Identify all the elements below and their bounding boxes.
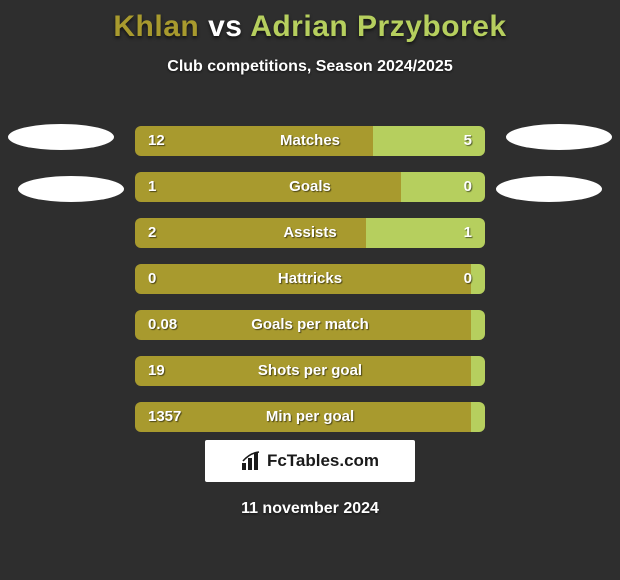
player1-avatar <box>8 124 114 150</box>
comparison-chart: 125Matches10Goals21Assists00Hattricks0.0… <box>0 118 620 440</box>
date-label: 11 november 2024 <box>0 500 620 518</box>
bar-right <box>401 172 485 202</box>
value-left: 19 <box>148 356 165 386</box>
bar-track <box>135 172 485 202</box>
bar-right <box>471 310 485 340</box>
value-right: 0 <box>464 264 472 294</box>
player2-name: Adrian Przyborek <box>250 10 506 43</box>
page-title: Khlan vs Adrian Przyborek <box>0 0 620 44</box>
vs-label: vs <box>208 10 242 43</box>
brand-badge: FcTables.com <box>205 440 415 482</box>
bar-track <box>135 126 485 156</box>
bar-left <box>135 402 471 432</box>
subtitle: Club competitions, Season 2024/2025 <box>0 58 620 76</box>
player2-avatar <box>496 176 602 202</box>
value-left: 2 <box>148 218 156 248</box>
comparison-row: 19Shots per goal <box>0 348 620 394</box>
value-left: 1 <box>148 172 156 202</box>
value-right: 0 <box>464 172 472 202</box>
bar-left <box>135 126 373 156</box>
value-right: 5 <box>464 126 472 156</box>
comparison-row: 0.08Goals per match <box>0 302 620 348</box>
bar-track <box>135 356 485 386</box>
brand-text: FcTables.com <box>267 451 379 471</box>
brand-chart-icon <box>241 451 263 471</box>
player2-avatar <box>506 124 612 150</box>
player1-avatar <box>18 176 124 202</box>
value-left: 12 <box>148 126 165 156</box>
value-right: 1 <box>464 218 472 248</box>
comparison-row: 1357Min per goal <box>0 394 620 440</box>
bar-left <box>135 218 366 248</box>
bar-track <box>135 264 485 294</box>
player1-name: Khlan <box>113 10 199 43</box>
bar-right <box>471 356 485 386</box>
comparison-row: 21Assists <box>0 210 620 256</box>
value-left: 1357 <box>148 402 181 432</box>
bar-left <box>135 310 471 340</box>
bar-track <box>135 310 485 340</box>
bar-left <box>135 172 401 202</box>
value-left: 0.08 <box>148 310 177 340</box>
comparison-row: 00Hattricks <box>0 256 620 302</box>
bar-right <box>471 264 485 294</box>
bar-left <box>135 356 471 386</box>
comparison-infographic: Khlan vs Adrian Przyborek Club competiti… <box>0 0 620 580</box>
bar-track <box>135 218 485 248</box>
bar-right <box>471 402 485 432</box>
value-left: 0 <box>148 264 156 294</box>
bar-left <box>135 264 471 294</box>
bar-track <box>135 402 485 432</box>
